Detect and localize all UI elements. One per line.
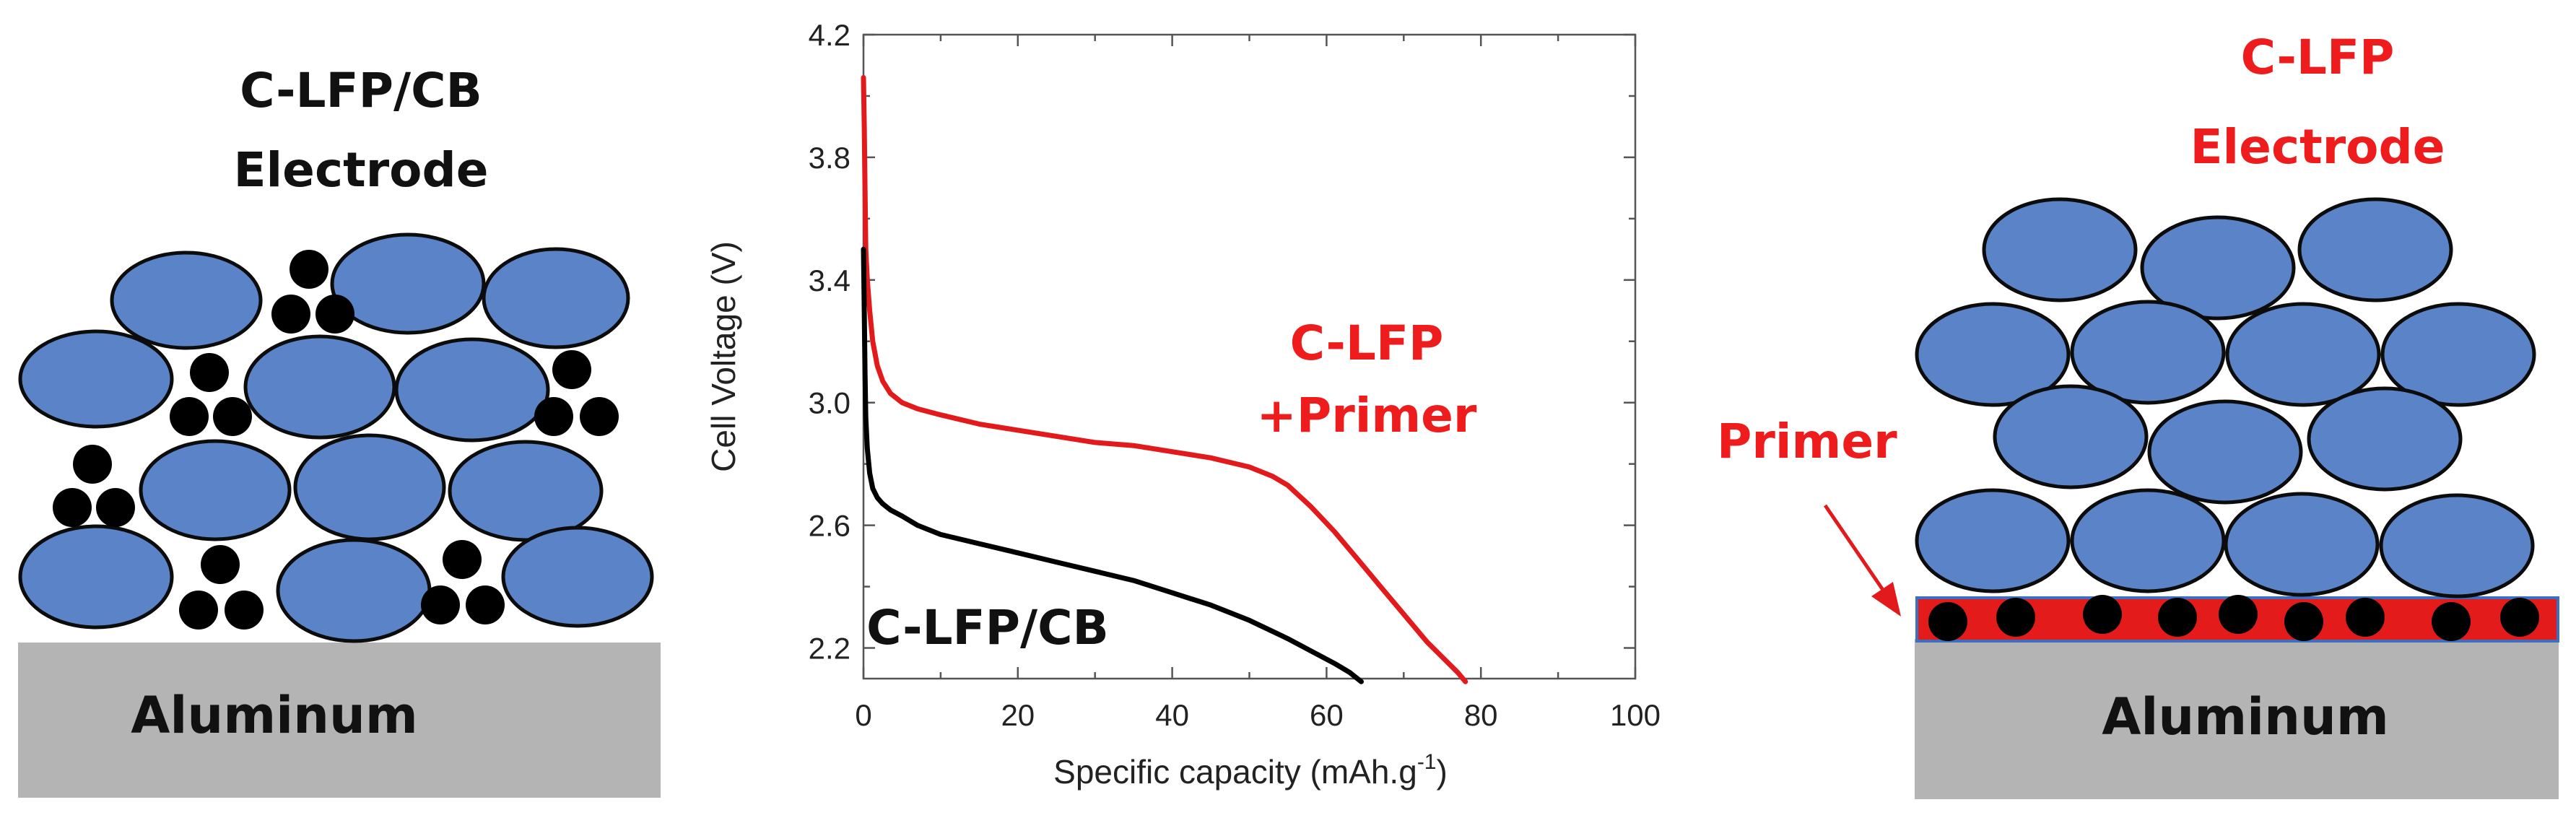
lfp-particle [18, 524, 174, 630]
y-tick-label: 2.6 [809, 509, 850, 543]
carbon-black-particle [225, 591, 264, 630]
axis-ticks [862, 33, 1637, 679]
lfp-particle [2070, 300, 2226, 405]
lfp-particle [293, 433, 446, 541]
series-line-c-lfp-primer [861, 75, 1468, 684]
x-axis-label-superscript: -1 [1417, 750, 1437, 774]
lfp-particle [2147, 399, 2303, 505]
right-title-line2: Electrode [2190, 119, 2445, 175]
voltage-capacity-chart: 0 20 40 60 80 100 2.2 2.6 3.0 3.4 3.8 4.2 Specific … [705, 18, 1661, 791]
primer-label: Primer [1717, 414, 1897, 469]
primer-carbon-particle [2083, 595, 2122, 634]
primer-carbon-particle [2284, 602, 2323, 641]
primer-carbon-particle [2500, 598, 2539, 637]
lfp-particle [1982, 197, 2138, 302]
x-axis-label-text: Specific capacity (mAh.g [1053, 753, 1417, 791]
right-electrode-diagram: C-LFP Electrode Primer Aluminum [1717, 30, 2559, 799]
right-aluminum-label: Aluminum [2102, 687, 2389, 746]
carbon-black-particle [170, 397, 209, 436]
primer-carbon-particle [1996, 598, 2035, 637]
lfp-particle [2225, 302, 2381, 407]
lfp-particle [18, 329, 174, 429]
carbon-black-particle [316, 295, 354, 334]
x-axis-label-end: ) [1437, 753, 1448, 791]
carbon-black-particle [552, 350, 591, 389]
carbon-black-particle [580, 397, 619, 436]
lfp-particle [139, 439, 292, 541]
x-tick-label: 80 [1464, 698, 1498, 732]
carbon-black-particle [443, 540, 482, 579]
carbon-black-particle [534, 397, 573, 436]
axis-tick-labels: 0 20 40 60 80 100 2.2 2.6 3.0 3.4 3.8 4.2 [809, 18, 1661, 732]
lfp-particle [2297, 197, 2453, 302]
x-tick-label: 0 [855, 698, 871, 732]
right-title-line1: C-LFP [2241, 30, 2395, 85]
carbon-black-particle [421, 585, 460, 624]
primer-carbon-particle [2219, 595, 2258, 634]
series-label-primer-line1: C-LFP [1290, 315, 1444, 371]
y-axis-label: Cell Voltage (V) [705, 241, 742, 472]
carbon-black-particle [271, 295, 310, 334]
series-lines [861, 75, 1468, 684]
lfp-particle [110, 251, 263, 350]
series-label-cb: C-LFP/CB [866, 600, 1109, 656]
carbon-black-particle [73, 445, 112, 484]
x-tick-label: 60 [1310, 698, 1344, 732]
series-label-primer-line2: +Primer [1257, 388, 1477, 443]
carbon-black-particle [201, 545, 240, 584]
lfp-particle [1915, 302, 2071, 407]
lfp-particle [394, 337, 550, 443]
primer-carbon-particle [2432, 602, 2471, 641]
left-aluminum-label: Aluminum [131, 686, 418, 745]
y-tick-label: 2.2 [809, 632, 850, 666]
y-tick-label: 4.2 [809, 18, 850, 52]
lfp-particle [330, 232, 486, 335]
lfp-particle [2380, 302, 2536, 407]
lfp-particle [501, 526, 654, 628]
carbon-black-particle [53, 488, 92, 527]
plot-area-frame [862, 33, 1637, 680]
primer-carbon-particles [1928, 595, 2539, 641]
lfp-particle [2224, 492, 2380, 597]
lfp-particle [2140, 215, 2296, 321]
left-title-line2: Electrode [233, 142, 488, 198]
x-axis-label: Specific capacity (mAh.g-1) [1053, 750, 1448, 791]
x-tick-label: 40 [1155, 698, 1189, 732]
lfp-particle [448, 440, 604, 542]
primer-arrow-line [1823, 504, 1887, 593]
left-electrode-diagram: C-LFP/CB Electrode Aluminum [18, 63, 661, 798]
lfp-particle [2379, 493, 2535, 598]
lfp-particle [243, 334, 396, 440]
left-aluminum-substrate [18, 643, 661, 798]
primer-carbon-particle [2158, 598, 2197, 637]
carbon-black-particle [213, 397, 252, 436]
left-carbon-black-particles [53, 250, 619, 630]
lfp-particle [2070, 488, 2226, 593]
carbon-black-particle [179, 591, 218, 630]
x-tick-label: 20 [1001, 698, 1035, 732]
right-lfp-particles [1915, 197, 2536, 598]
lfp-particle [482, 247, 630, 349]
lfp-particle [276, 538, 432, 643]
right-aluminum-substrate [1915, 639, 2559, 799]
lfp-particle [2307, 386, 2463, 492]
primer-carbon-particle [2346, 598, 2385, 637]
carbon-black-particle [96, 488, 135, 527]
y-tick-label: 3.8 [809, 141, 850, 175]
carbon-black-particle [290, 250, 328, 289]
carbon-black-particle [466, 585, 505, 624]
y-tick-label: 3.0 [809, 386, 850, 420]
primer-carbon-particle [1928, 602, 1967, 641]
primer-arrow-head [1871, 582, 1901, 617]
lfp-particle [1915, 488, 2071, 593]
series-line-c-lfp-cb [861, 246, 1364, 684]
left-title-line1: C-LFP/CB [240, 63, 482, 118]
lfp-particle [1993, 384, 2149, 489]
x-tick-label: 100 [1610, 698, 1661, 732]
y-tick-label: 3.4 [809, 264, 850, 297]
left-lfp-particles [18, 232, 654, 643]
carbon-black-particle [190, 353, 229, 392]
